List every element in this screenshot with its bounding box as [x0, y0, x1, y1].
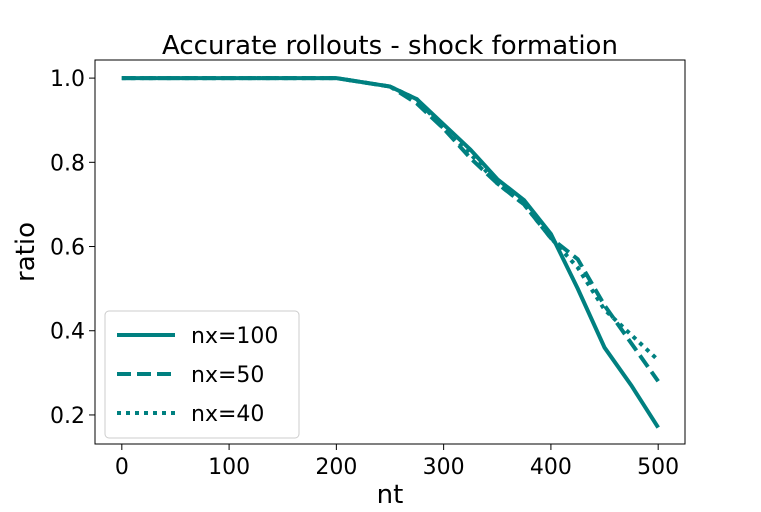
x-tick-label: 200	[315, 455, 357, 480]
y-tick-label: 0.2	[50, 404, 85, 429]
y-tick-label: 0.6	[50, 236, 85, 261]
plot-frame	[94, 59, 686, 445]
x-tick-label: 500	[637, 455, 679, 480]
legend-box	[104, 310, 300, 439]
legend-label: nx=40	[191, 402, 264, 427]
y-axis-label: ratio	[11, 222, 41, 282]
legend-label: nx=50	[191, 363, 264, 388]
chart-title: Accurate rollouts - shock formation	[162, 31, 618, 61]
x-tick-label: 100	[208, 455, 250, 480]
series-line	[121, 76, 660, 383]
y-tick-label: 1.0	[50, 67, 85, 92]
legend-label: nx=100	[191, 324, 278, 349]
x-tick-label: 400	[530, 455, 572, 480]
x-tick-label: 300	[423, 455, 465, 480]
x-tick-label: 0	[115, 455, 129, 480]
y-tick-label: 0.4	[50, 320, 85, 345]
y-tick-label: 0.8	[50, 151, 85, 176]
x-axis-label: nt	[377, 480, 404, 508]
